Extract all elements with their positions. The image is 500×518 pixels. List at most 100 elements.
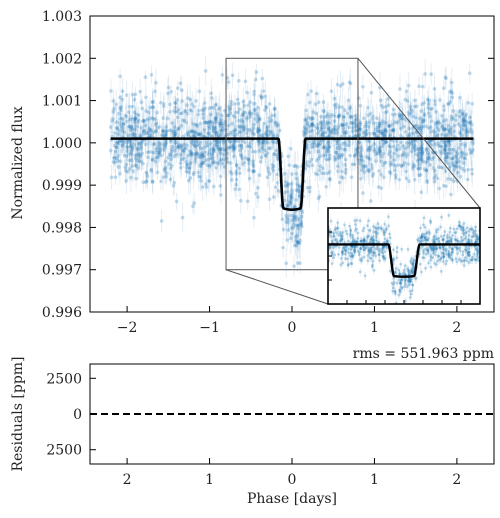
data-point (336, 152, 340, 157)
data-point (209, 105, 214, 110)
data-point (445, 127, 450, 131)
inset-data-point (372, 250, 376, 254)
data-point (410, 166, 415, 171)
inset-data-point (378, 247, 382, 251)
inset-data-point (442, 252, 446, 256)
data-point (150, 105, 155, 109)
inset-data-point (387, 224, 391, 228)
data-point (335, 82, 340, 87)
inset-data-point (420, 235, 424, 239)
inset-data-point (356, 236, 360, 240)
data-point (315, 126, 320, 130)
data-point (407, 127, 411, 131)
data-point (386, 97, 391, 101)
data-point (422, 118, 427, 123)
data-point (155, 170, 160, 175)
data-point (247, 158, 251, 163)
data-point (326, 157, 331, 162)
data-point (141, 131, 146, 136)
data-point (316, 156, 321, 161)
data-point (449, 177, 454, 182)
data-point (447, 147, 452, 152)
data-point (169, 153, 173, 158)
data-point (317, 168, 322, 173)
data-point (188, 149, 192, 153)
data-point (228, 111, 233, 115)
inset-data-point (400, 277, 404, 281)
data-point (452, 129, 456, 134)
data-point (127, 124, 131, 129)
inset-data-point (439, 257, 443, 261)
inset-data-point (455, 246, 459, 250)
inset-data-point (397, 268, 401, 272)
inset-data-point (397, 278, 401, 282)
data-point (149, 133, 154, 137)
data-point (133, 156, 138, 161)
inset-data-point (455, 260, 459, 264)
data-point (272, 152, 277, 157)
data-point (443, 157, 447, 162)
data-point (425, 180, 429, 185)
data-point (310, 145, 314, 149)
data-point (111, 160, 116, 164)
data-point (130, 117, 135, 121)
data-point (184, 169, 189, 174)
data-point (456, 122, 461, 126)
data-point (236, 101, 241, 106)
data-point (399, 164, 404, 169)
data-point (316, 149, 321, 154)
inset-data-point (432, 252, 435, 255)
data-point (218, 184, 223, 188)
data-point (344, 157, 348, 162)
data-point (410, 145, 415, 150)
data-point (420, 120, 425, 125)
data-point (327, 145, 332, 149)
data-point (206, 121, 211, 125)
data-point (374, 133, 379, 138)
data-point (296, 223, 301, 228)
data-point (252, 215, 256, 220)
data-point (182, 148, 186, 153)
data-point (135, 124, 140, 129)
data-point (441, 119, 446, 123)
data-point (419, 155, 423, 159)
data-point (251, 126, 256, 131)
data-point (214, 133, 218, 137)
data-point (393, 112, 397, 117)
data-point (375, 129, 380, 134)
data-point (319, 127, 324, 132)
data-point (271, 169, 276, 173)
data-point (143, 75, 148, 79)
inset-data-point (457, 257, 461, 261)
inset-data-point (340, 237, 343, 241)
data-point (135, 158, 139, 163)
data-point (432, 134, 437, 138)
data-point (471, 148, 475, 152)
data-point (253, 117, 257, 121)
inset-data-point (354, 223, 357, 227)
data-point (314, 111, 318, 116)
data-point (260, 141, 264, 146)
inset-data-point (333, 238, 337, 242)
data-point (288, 196, 293, 200)
inset-data-point (442, 234, 446, 237)
inset-data-point (400, 286, 404, 290)
data-point (150, 158, 155, 162)
inset-data-point (372, 230, 375, 234)
inset-data-point (384, 228, 388, 232)
data-point (294, 198, 299, 202)
inset-data-point (393, 289, 397, 293)
data-point (112, 106, 117, 111)
inset-data-point (444, 241, 448, 244)
data-point (288, 213, 292, 218)
data-point (429, 129, 433, 134)
inset-data-point (467, 251, 471, 254)
data-point (175, 86, 180, 90)
inset-data-point (441, 247, 445, 251)
data-point (110, 119, 114, 123)
data-point (325, 146, 330, 151)
data-point (338, 153, 343, 157)
data-point (333, 124, 337, 129)
data-point (389, 128, 394, 133)
data-point (455, 170, 460, 175)
